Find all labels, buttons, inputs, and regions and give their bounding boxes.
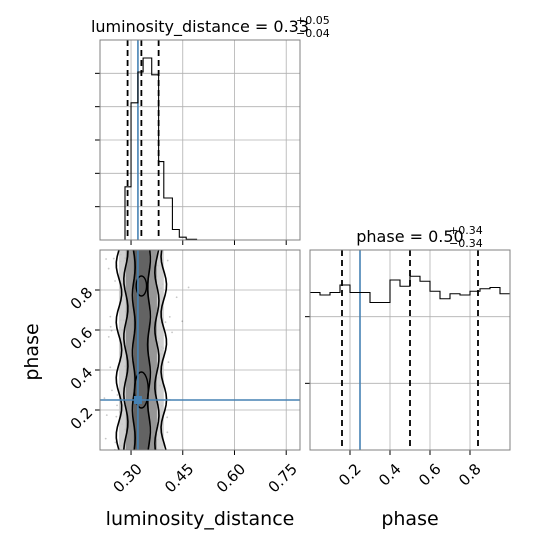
hist-ld-y-ticks — [95, 72, 100, 208]
density-2d-sample-347 — [166, 431, 169, 434]
hist-ld-title-plus: +0.05 — [296, 14, 330, 27]
hist-phase-x-tick-label-0: 0.2 — [335, 460, 365, 490]
density-2d-contour-2-left — [131, 250, 136, 450]
density-2d-sample-307 — [109, 366, 112, 369]
density-2d-sample-228 — [111, 389, 113, 392]
density-2d-y-tick-label-1: 0.4 — [67, 364, 97, 394]
hist-phase-frame — [309, 249, 511, 451]
density-2d-panel: 0.30 0.45 0.60 0.75 0.2 0.4 0.6 0.8 luminosity… — [21, 249, 301, 530]
density-2d-sample-116 — [112, 257, 115, 260]
density-2d-x-ticks: 0.30 0.45 0.60 0.75 — [109, 450, 301, 496]
density-2d-sample-441 — [114, 280, 116, 282]
y-axis-label-phase: phase — [21, 323, 43, 380]
hist-phase-title-main: phase = 0.50 — [356, 227, 463, 246]
x-axis-label-luminosity-distance: luminosity_distance — [106, 508, 295, 530]
density-2d-sample-350 — [115, 415, 118, 418]
density-2d-contour-1-right — [154, 250, 160, 450]
density-2d-contour-0-right — [160, 250, 168, 450]
density-2d-sample-479 — [105, 414, 108, 417]
density-2d-sample-419 — [109, 315, 112, 318]
density-2d-truth-marker — [133, 396, 142, 404]
density-2d-contour-2-right — [146, 250, 152, 450]
density-2d-x-tick-label-1: 0.45 — [161, 460, 197, 496]
hist-phase-title-plus: +0.34 — [449, 224, 483, 237]
density-2d-x-tick-label-3: 0.75 — [265, 460, 301, 496]
density-2d-sample-306 — [175, 296, 178, 299]
density-2d-y-tick-label-2: 0.6 — [67, 324, 97, 354]
hist-phase-x-ticks: 0.2 0.4 0.6 0.8 — [335, 450, 485, 490]
hist-ld-title: luminosity_distance = 0.33 — [91, 17, 309, 37]
density-2d-y-tick-label-0: 0.2 — [67, 404, 97, 434]
density-2d-sample-427 — [166, 259, 169, 262]
density-2d-sample-125 — [107, 267, 110, 270]
density-2d-sample-118 — [116, 404, 118, 407]
hist-phase-title: phase = 0.50 — [356, 227, 463, 246]
hist-ld-grid — [100, 40, 300, 240]
hist-phase-panel: 0.2 0.4 0.6 0.8 phase = 0.50 +0.34 −0.34 ph… — [305, 224, 511, 530]
density-2d-frame — [99, 249, 301, 451]
density-2d-sample-12 — [164, 321, 167, 324]
hist-ld-x-ticks — [130, 240, 287, 245]
hist-phase-y-ticks — [305, 316, 310, 384]
density-2d-sample-604 — [167, 361, 170, 364]
density-2d-sample-571 — [181, 320, 184, 323]
density-2d-y-tick-label-3: 0.8 — [67, 284, 97, 314]
density-2d-y-ticks: 0.2 0.4 0.6 0.8 — [67, 284, 100, 434]
density-2d-sample-282 — [187, 286, 190, 289]
density-2d-inner-contour-0 — [133, 371, 149, 409]
x-axis-label-phase: phase — [381, 508, 438, 530]
density-2d-x-tick-label-2: 0.60 — [213, 460, 249, 496]
density-2d-sample-250 — [103, 397, 106, 400]
density-2d-inner-contour-1 — [135, 275, 148, 297]
density-2d-sample-568 — [110, 329, 113, 332]
hist-phase-title-minus: −0.34 — [449, 237, 483, 250]
hist-ld-title-main: luminosity_distance = 0.33 — [91, 17, 309, 37]
hist-ld-step — [100, 57, 300, 241]
hist-ld-frame — [99, 39, 301, 241]
density-2d-truth-lines — [100, 250, 300, 450]
hist-ld-title-minus: −0.04 — [296, 27, 330, 40]
hist-phase-x-tick-label-2: 0.6 — [415, 460, 445, 490]
density-2d-x-tick-label-0: 0.30 — [109, 460, 145, 496]
density-2d-contours — [115, 250, 168, 450]
hist-luminosity-distance-panel: luminosity_distance = 0.33 +0.05 −0.04 — [91, 14, 330, 245]
hist-phase-x-tick-label-3: 0.8 — [455, 460, 485, 490]
density-2d-sample-45 — [107, 335, 110, 338]
density-2d-sample-355 — [114, 441, 117, 444]
density-2d-sample-269 — [109, 325, 112, 328]
hist-phase-step — [310, 275, 510, 304]
density-2d-sample-46 — [168, 315, 171, 318]
hist-phase-x-tick-label-1: 0.4 — [375, 460, 405, 490]
density-2d-contour-0-left — [115, 250, 123, 450]
density-2d-sample-522 — [116, 394, 119, 396]
density-2d-sample-368 — [171, 331, 173, 334]
density-2d-sample-625 — [104, 437, 107, 440]
density-2d-sample-393 — [105, 258, 107, 260]
density-2d-contour-1-left — [122, 250, 129, 450]
density-2d-sample-612 — [166, 416, 169, 419]
